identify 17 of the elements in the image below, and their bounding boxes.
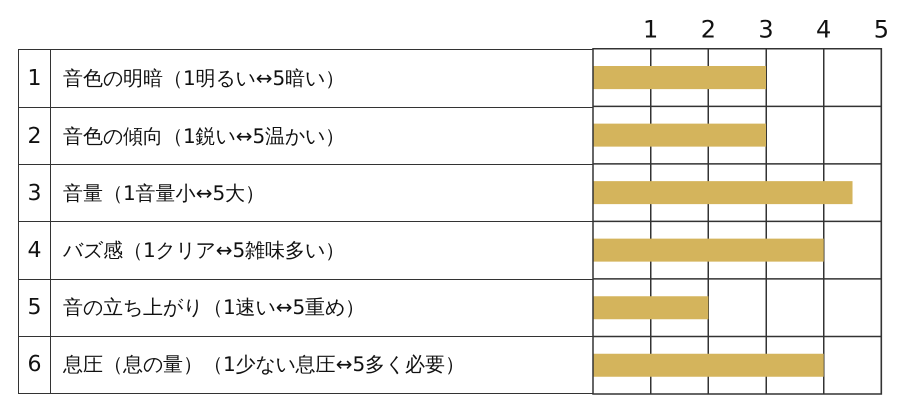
bar — [593, 66, 766, 90]
x-tick-label: 2 — [700, 16, 716, 44]
bar — [593, 181, 853, 204]
y-tick-label: 1 音色の明暗（1明るい↔5暗い） — [28, 64, 346, 92]
y-tick-label: 3 音量（1音量小↔5大） — [28, 180, 266, 207]
x-tick-label: 3 — [758, 16, 774, 44]
y-tick-label: 4 バズ感（1クリア↔5雑味多い） — [28, 236, 346, 264]
bar — [593, 238, 824, 262]
x-tick-label: 4 — [816, 16, 832, 44]
bar — [593, 296, 708, 320]
x-tick-label: 1 — [643, 16, 658, 44]
bar — [593, 354, 824, 377]
x-tick-label: 5 — [874, 16, 890, 44]
y-tick-label: 6 息圧（息の量）（1少ない息圧↔5多く必要） — [28, 351, 466, 378]
bar — [593, 124, 766, 147]
y-tick-label: 5 音の立ち上がり（1速い↔5重め） — [28, 294, 366, 322]
y-tick-label: 2 音色の傾向（1鋭い↔5温かい） — [28, 122, 346, 150]
